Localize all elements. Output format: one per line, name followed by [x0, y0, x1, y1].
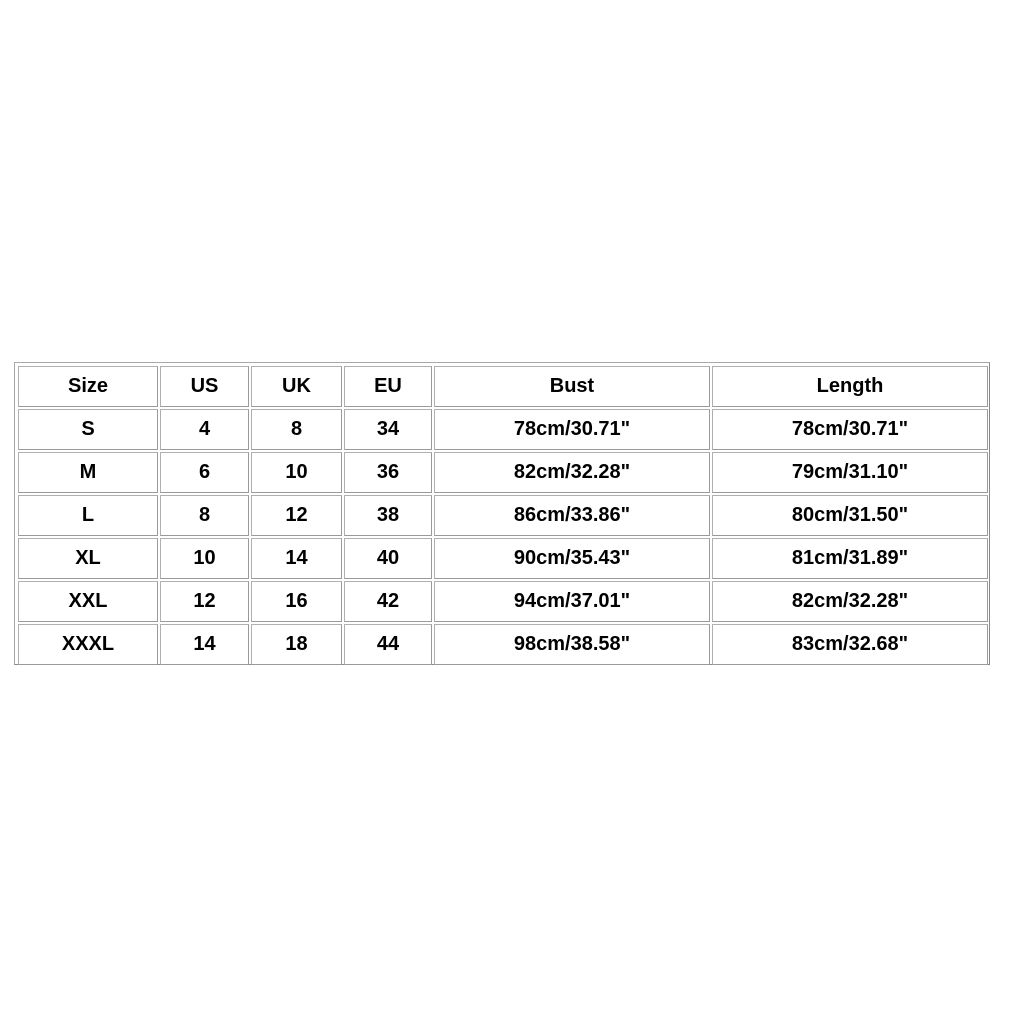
cell-us: 6	[160, 452, 249, 493]
header-size: Size	[18, 366, 158, 407]
cell-eu: 38	[344, 495, 432, 536]
size-chart: Size US UK EU Bust Length S 4 8 34 78cm/30.71" 78cm…	[14, 362, 990, 665]
cell-us: 4	[160, 409, 249, 450]
cell-uk: 16	[251, 581, 342, 622]
cell-length: 79cm/31.10"	[712, 452, 988, 493]
cell-eu: 42	[344, 581, 432, 622]
cell-bust: 78cm/30.71"	[434, 409, 710, 450]
cell-bust: 94cm/37.01"	[434, 581, 710, 622]
cell-eu: 36	[344, 452, 432, 493]
header-length: Length	[712, 366, 988, 407]
cell-length: 81cm/31.89"	[712, 538, 988, 579]
table-row: S 4 8 34 78cm/30.71" 78cm/30.71"	[18, 409, 988, 450]
size-chart-table: Size US UK EU Bust Length S 4 8 34 78cm/30.71" 78cm…	[16, 364, 990, 667]
table-row: XXL 12 16 42 94cm/37.01" 82cm/32.28"	[18, 581, 988, 622]
cell-length: 80cm/31.50"	[712, 495, 988, 536]
table-row: L 8 12 38 86cm/33.86" 80cm/31.50"	[18, 495, 988, 536]
cell-us: 14	[160, 624, 249, 665]
cell-uk: 18	[251, 624, 342, 665]
cell-eu: 40	[344, 538, 432, 579]
cell-size: S	[18, 409, 158, 450]
header-uk: UK	[251, 366, 342, 407]
cell-size: M	[18, 452, 158, 493]
cell-eu: 34	[344, 409, 432, 450]
cell-us: 10	[160, 538, 249, 579]
header-bust: Bust	[434, 366, 710, 407]
table-row: XXXL 14 18 44 98cm/38.58" 83cm/32.68"	[18, 624, 988, 665]
cell-size: XXXL	[18, 624, 158, 665]
table-row: M 6 10 36 82cm/32.28" 79cm/31.10"	[18, 452, 988, 493]
cell-eu: 44	[344, 624, 432, 665]
table-row: XL 10 14 40 90cm/35.43" 81cm/31.89"	[18, 538, 988, 579]
cell-size: XXL	[18, 581, 158, 622]
cell-bust: 98cm/38.58"	[434, 624, 710, 665]
header-row: Size US UK EU Bust Length	[18, 366, 988, 407]
cell-uk: 12	[251, 495, 342, 536]
header-us: US	[160, 366, 249, 407]
cell-us: 12	[160, 581, 249, 622]
cell-bust: 86cm/33.86"	[434, 495, 710, 536]
cell-us: 8	[160, 495, 249, 536]
cell-size: XL	[18, 538, 158, 579]
cell-uk: 10	[251, 452, 342, 493]
cell-length: 83cm/32.68"	[712, 624, 988, 665]
cell-length: 78cm/30.71"	[712, 409, 988, 450]
cell-size: L	[18, 495, 158, 536]
cell-length: 82cm/32.28"	[712, 581, 988, 622]
cell-uk: 14	[251, 538, 342, 579]
cell-uk: 8	[251, 409, 342, 450]
header-eu: EU	[344, 366, 432, 407]
cell-bust: 90cm/35.43"	[434, 538, 710, 579]
cell-bust: 82cm/32.28"	[434, 452, 710, 493]
